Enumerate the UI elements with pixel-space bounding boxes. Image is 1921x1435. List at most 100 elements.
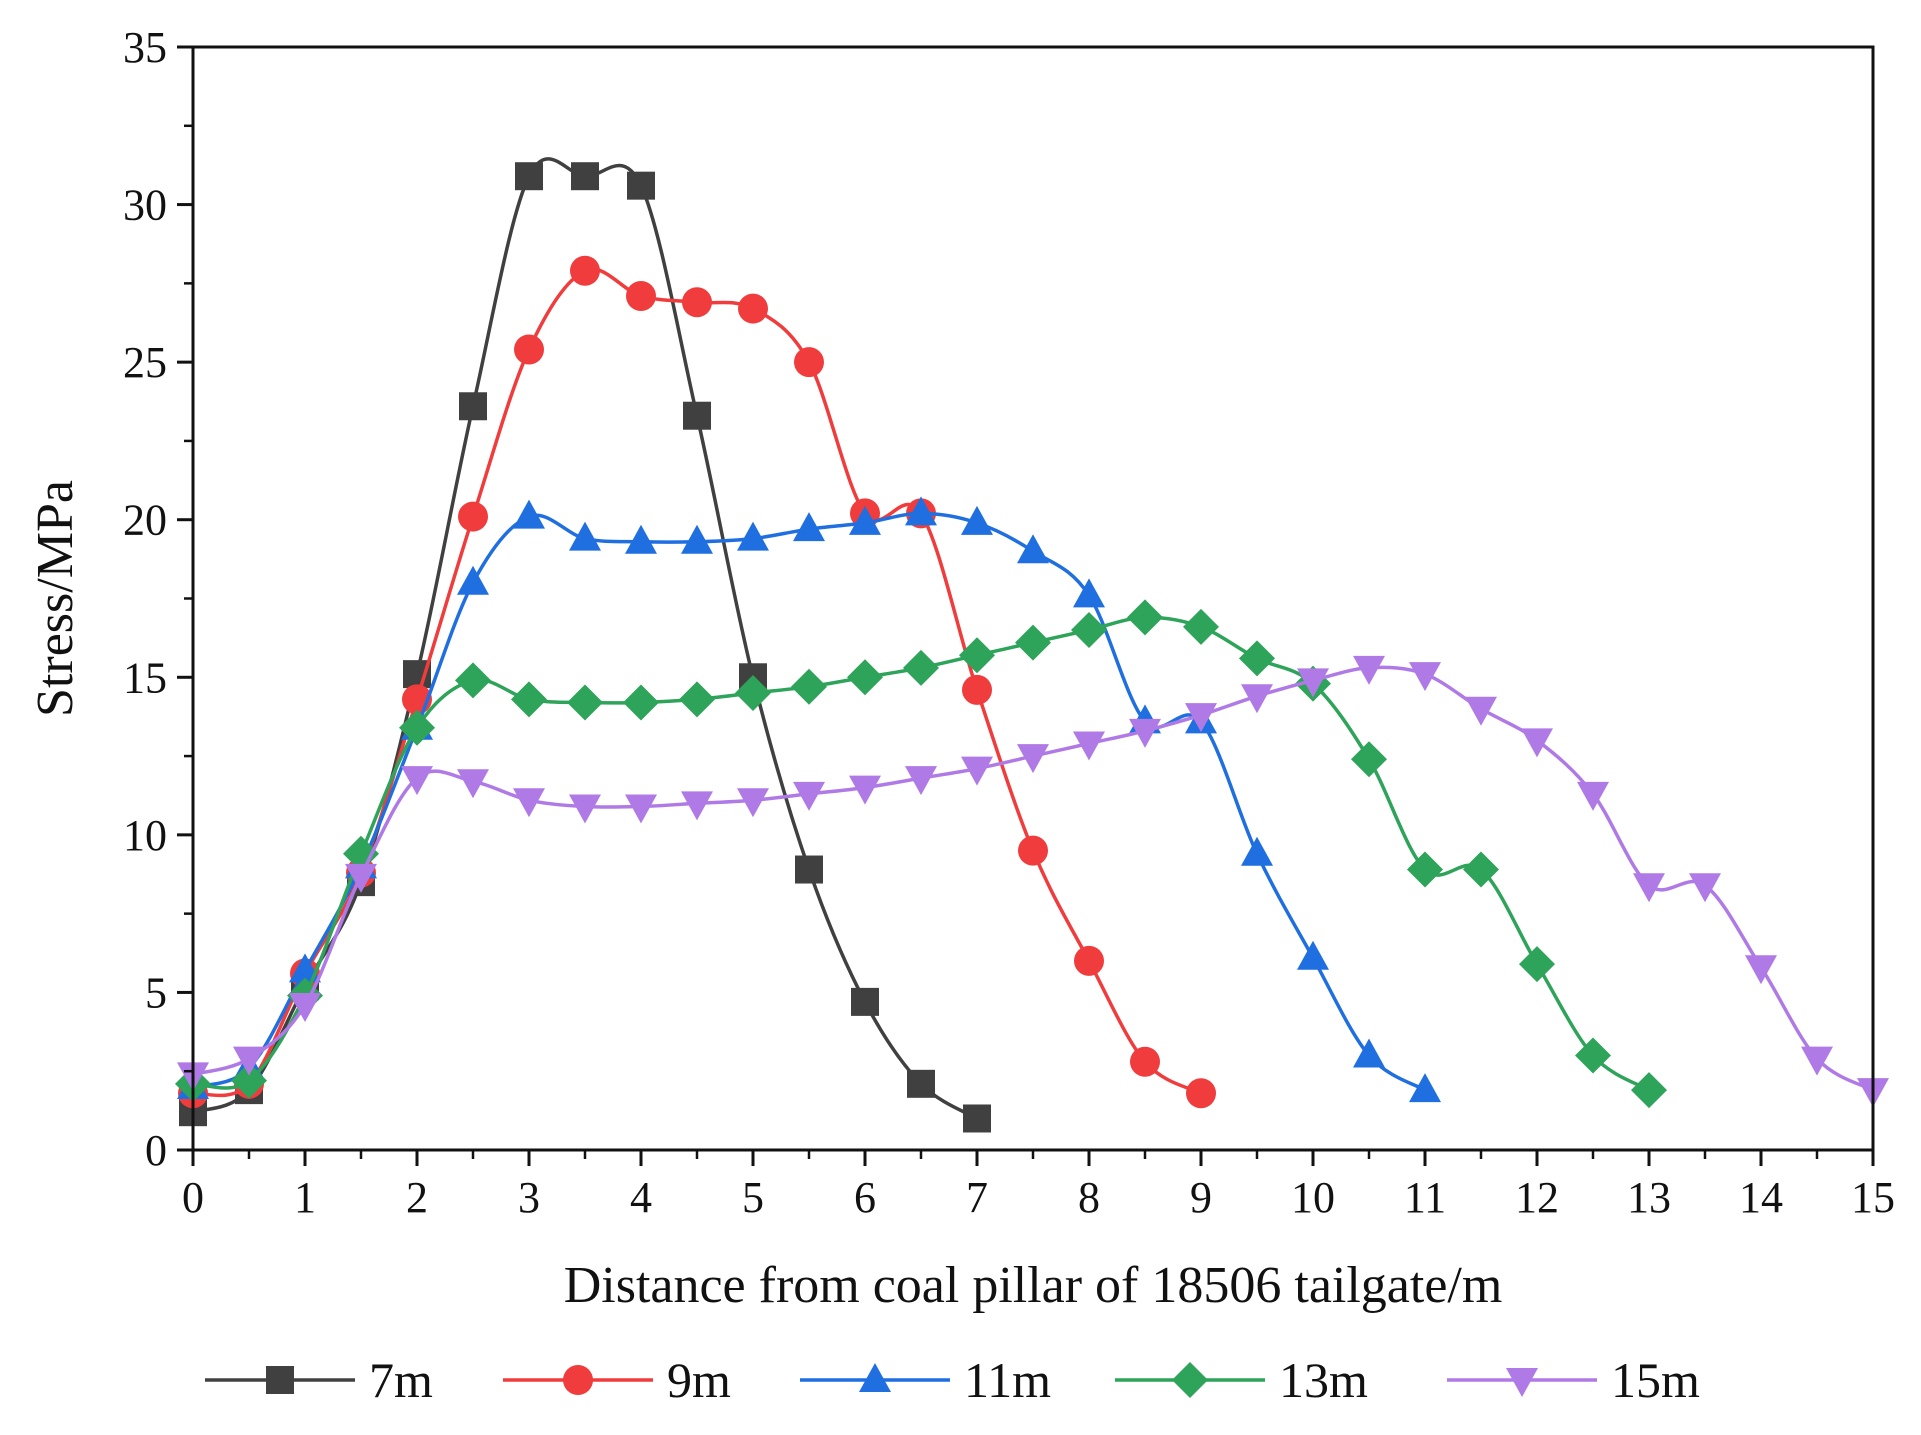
data-point-15m (737, 788, 769, 818)
data-point-13m (1519, 946, 1555, 983)
legend-marker (1172, 1362, 1208, 1398)
data-point-11m (1073, 578, 1105, 608)
y-tick-label: 30 (123, 181, 167, 230)
legend-label: 13m (1279, 1352, 1368, 1408)
data-point-15m (1017, 744, 1049, 774)
x-tick-label: 7 (966, 1173, 988, 1222)
data-point-15m (233, 1046, 265, 1076)
data-point-15m (793, 781, 825, 811)
x-tick-label: 5 (742, 1173, 764, 1222)
data-point-9m (1074, 945, 1104, 976)
data-point-13m (1631, 1072, 1667, 1109)
data-point-9m (514, 334, 544, 365)
data-point-11m (1017, 534, 1049, 564)
data-point-13m (791, 668, 827, 705)
data-point-13m (679, 681, 715, 718)
data-point-15m (961, 756, 993, 786)
x-tick-label: 14 (1739, 1173, 1783, 1222)
x-tick-label: 2 (406, 1173, 428, 1222)
x-tick-label: 0 (182, 1173, 204, 1222)
data-point-15m (1241, 684, 1273, 714)
data-point-13m (231, 1062, 267, 1099)
data-point-13m (567, 684, 603, 721)
data-point-15m (1129, 718, 1161, 748)
data-point-13m (1407, 851, 1443, 888)
y-tick-label: 5 (145, 968, 167, 1017)
legend-marker (1506, 1368, 1538, 1397)
data-point-15m (401, 766, 433, 796)
data-point-13m (1463, 851, 1499, 888)
data-point-15m (345, 863, 377, 893)
data-point-11m (961, 505, 993, 535)
data-point-15m (1801, 1046, 1833, 1076)
data-point-9m (1018, 835, 1048, 866)
y-tick-label: 15 (123, 653, 167, 702)
data-point-15m (1577, 781, 1609, 811)
data-point-9m (682, 287, 712, 318)
data-point-13m (735, 675, 771, 712)
x-tick-label: 10 (1291, 1173, 1335, 1222)
data-point-13m (399, 709, 435, 746)
data-point-7m (907, 1069, 935, 1098)
data-point-13m (847, 659, 883, 696)
data-point-11m (569, 521, 601, 551)
x-tick-label: 13 (1627, 1173, 1671, 1222)
data-point-15m (569, 794, 601, 824)
data-point-11m (1241, 836, 1273, 866)
x-tick-label: 8 (1078, 1173, 1100, 1222)
x-tick-label: 1 (294, 1173, 316, 1222)
data-point-15m (1297, 668, 1329, 698)
x-axis-title: Distance from coal pillar of 18506 tailg… (564, 1257, 1503, 1314)
data-point-15m (681, 791, 713, 821)
data-point-15m (289, 993, 321, 1023)
legend: 7m 9m 11m 13m 15m (205, 1352, 1700, 1408)
series-line-15m (192, 665, 1874, 1092)
data-point-15m (625, 794, 657, 824)
data-point-13m (1575, 1037, 1611, 1074)
data-point-9m (794, 347, 824, 378)
legend-marker (859, 1363, 891, 1392)
data-point-15m (1633, 873, 1665, 903)
data-point-9m (458, 501, 488, 532)
x-tick-label: 11 (1404, 1173, 1446, 1222)
data-point-13m (903, 649, 939, 686)
data-point-7m (795, 855, 823, 884)
legend-marker (563, 1365, 593, 1395)
data-point-7m (515, 162, 543, 191)
x-tick-label: 3 (518, 1173, 540, 1222)
data-point-13m (1127, 599, 1163, 636)
data-point-7m (851, 987, 879, 1016)
data-point-11m (1297, 940, 1329, 970)
data-point-13m (511, 681, 547, 718)
y-tick-label: 0 (145, 1126, 167, 1175)
y-axis-title: Stress/MPa (27, 480, 84, 717)
data-point-13m (1351, 741, 1387, 778)
x-tick-label: 4 (630, 1173, 652, 1222)
data-point-9m (962, 674, 992, 705)
x-tick-label: 9 (1190, 1173, 1212, 1222)
data-point-15m (513, 788, 545, 818)
data-point-7m (627, 171, 655, 200)
legend-item-7m: 7m (205, 1352, 433, 1408)
legend-item-15m: 15m (1447, 1352, 1700, 1408)
legend-item-9m: 9m (503, 1352, 731, 1408)
legend-label: 9m (667, 1352, 731, 1408)
data-point-11m (681, 524, 713, 554)
data-point-13m (959, 637, 995, 674)
data-point-15m (1353, 655, 1385, 685)
legend-label: 15m (1611, 1352, 1700, 1408)
data-point-11m (737, 521, 769, 551)
data-point-9m (1130, 1046, 1160, 1077)
data-point-9m (570, 255, 600, 286)
series-15m (177, 655, 1889, 1108)
plot-area (175, 157, 1889, 1133)
legend-label: 7m (369, 1352, 433, 1408)
data-point-13m (1239, 640, 1275, 677)
data-point-7m (571, 162, 599, 191)
data-point-15m (849, 775, 881, 805)
data-point-11m (1409, 1073, 1441, 1103)
y-tick-label: 25 (123, 338, 167, 387)
